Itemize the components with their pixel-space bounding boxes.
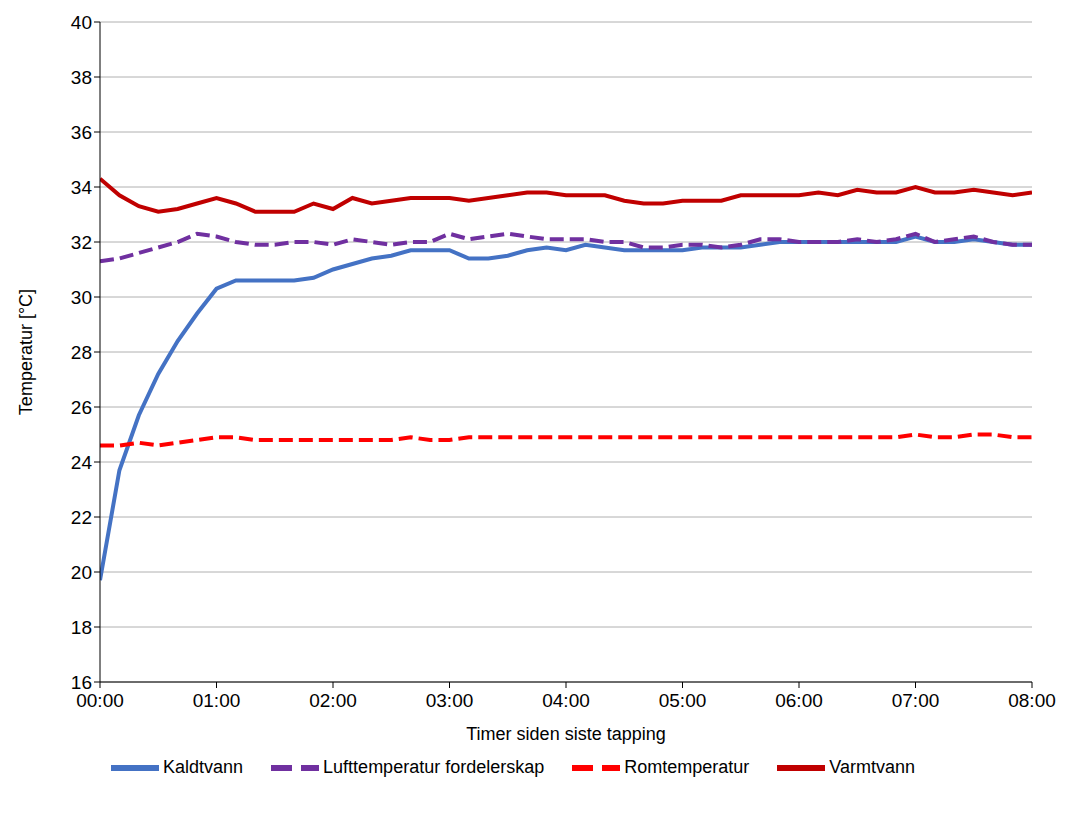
svg-text:06:00: 06:00 [775,690,823,711]
svg-text:08:00: 08:00 [1008,690,1056,711]
svg-text:26: 26 [71,397,92,418]
svg-text:34: 34 [71,177,93,198]
svg-text:36: 36 [71,122,92,143]
html-text:Lufttemperatur fordelerskap: Lufttemperatur fordelerskap [323,756,545,777]
svg-text:18: 18 [71,617,92,638]
svg-text:22: 22 [71,507,92,528]
svg-text:20: 20 [71,562,92,583]
svg-text:05:00: 05:00 [659,690,707,711]
svg-text:01:00: 01:00 [193,690,241,711]
svg-text:16: 16 [71,672,92,693]
svg-text:00:00: 00:00 [76,690,124,711]
svg-text:Timer siden siste tapping: Timer siden siste tapping [466,724,665,744]
svg-text:30: 30 [71,287,92,308]
svg-text:02:00: 02:00 [309,690,357,711]
svg-text:03:00: 03:00 [426,690,474,711]
svg-text:Temperatur [°C]: Temperatur [°C] [16,289,36,415]
svg-text:32: 32 [71,232,92,253]
svg-text:28: 28 [71,342,92,363]
html-text:Romtemperatur: Romtemperatur [624,756,750,777]
svg-text:40: 40 [71,12,92,33]
svg-text:07:00: 07:00 [892,690,940,711]
svg-text:24: 24 [71,452,93,473]
svg-text:04:00: 04:00 [542,690,590,711]
svg-text:38: 38 [71,67,92,88]
html-text:Kaldtvann: Kaldtvann [163,756,244,777]
html-text:Varmtvann: Varmtvann [829,756,915,777]
